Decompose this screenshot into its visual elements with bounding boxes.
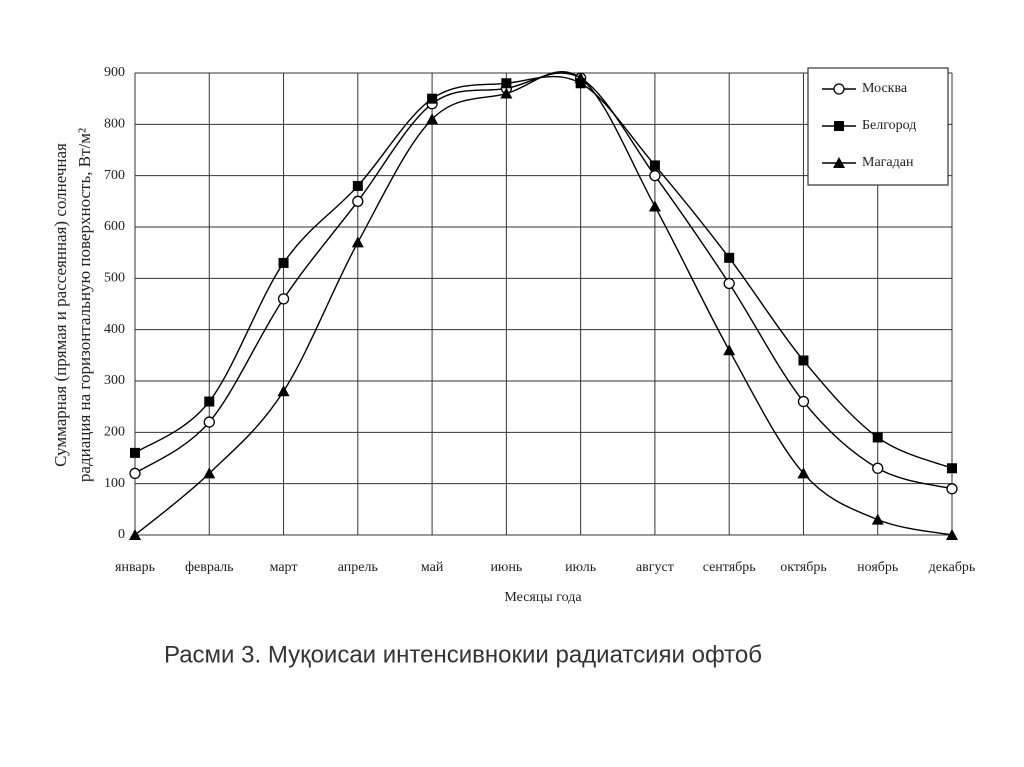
x-tick-label: август <box>636 560 674 575</box>
x-tick-label: март <box>270 560 298 575</box>
legend-marker <box>833 83 845 95</box>
x-axis-label: Месяцы года <box>504 590 582 605</box>
data-point <box>871 513 884 525</box>
data-point <box>129 529 141 540</box>
data-point <box>648 200 661 212</box>
x-tick-label: февраль <box>185 560 234 575</box>
data-point <box>277 293 290 305</box>
legend-label: Москва <box>862 81 908 96</box>
caption: Расми 3. Муқоисаи интенсивнокии радиатси… <box>164 641 762 668</box>
y-tick-label: 600 <box>104 219 125 234</box>
x-tick-label: декабрь <box>929 560 976 575</box>
data-point <box>723 277 735 290</box>
data-point <box>500 87 513 99</box>
data-point <box>946 483 958 495</box>
y-tick-label: 0 <box>118 527 125 542</box>
data-point <box>277 385 290 397</box>
x-tick-label: ноябрь <box>857 560 898 575</box>
data-point <box>278 257 289 268</box>
data-point <box>946 529 958 540</box>
data-point <box>203 416 215 428</box>
y-axis-label: радиация на горизонтальную поверхность, … <box>75 128 94 482</box>
x-tick-label: январь <box>115 560 155 575</box>
x-tick-label: июль <box>565 560 596 575</box>
legend-label: Магадан <box>862 155 914 170</box>
y-tick-label: 300 <box>104 373 125 388</box>
y-tick-label: 400 <box>104 322 125 337</box>
x-tick-label: сентябрь <box>703 560 756 575</box>
y-tick-label: 500 <box>104 271 125 286</box>
data-point <box>352 195 364 207</box>
data-point <box>723 344 736 356</box>
data-point <box>797 395 810 408</box>
data-point <box>204 396 215 407</box>
legend-label: Белгород <box>862 118 916 133</box>
y-tick-label: 800 <box>104 117 125 132</box>
data-point <box>129 467 141 480</box>
data-point <box>872 462 884 474</box>
data-point <box>724 252 735 263</box>
data-point <box>426 113 439 125</box>
data-point <box>947 463 957 474</box>
data-point <box>649 170 661 182</box>
x-tick-label: май <box>421 560 444 575</box>
x-tick-label: апрель <box>338 560 378 575</box>
data-point <box>351 236 364 248</box>
legend-marker <box>833 157 845 168</box>
data-point <box>203 467 216 479</box>
data-point <box>352 180 363 191</box>
y-tick-label: 700 <box>104 168 125 183</box>
data-point <box>797 467 810 479</box>
x-tick-label: октябрь <box>780 560 827 575</box>
y-tick-label: 900 <box>104 65 125 80</box>
data-point <box>798 355 809 366</box>
x-tick-label: июнь <box>490 560 522 575</box>
data-point <box>872 432 883 443</box>
data-point <box>649 160 660 171</box>
data-point <box>574 72 587 84</box>
data-point <box>501 78 512 89</box>
y-axis-label: Суммарная (прямая и рассеянная) солнечна… <box>51 143 70 467</box>
y-tick-label: 100 <box>104 476 125 491</box>
legend-marker <box>834 121 844 131</box>
y-tick-label: 200 <box>104 425 125 440</box>
series-line <box>134 75 953 469</box>
data-point <box>427 93 438 104</box>
data-point <box>130 447 140 458</box>
data-point <box>575 78 586 89</box>
